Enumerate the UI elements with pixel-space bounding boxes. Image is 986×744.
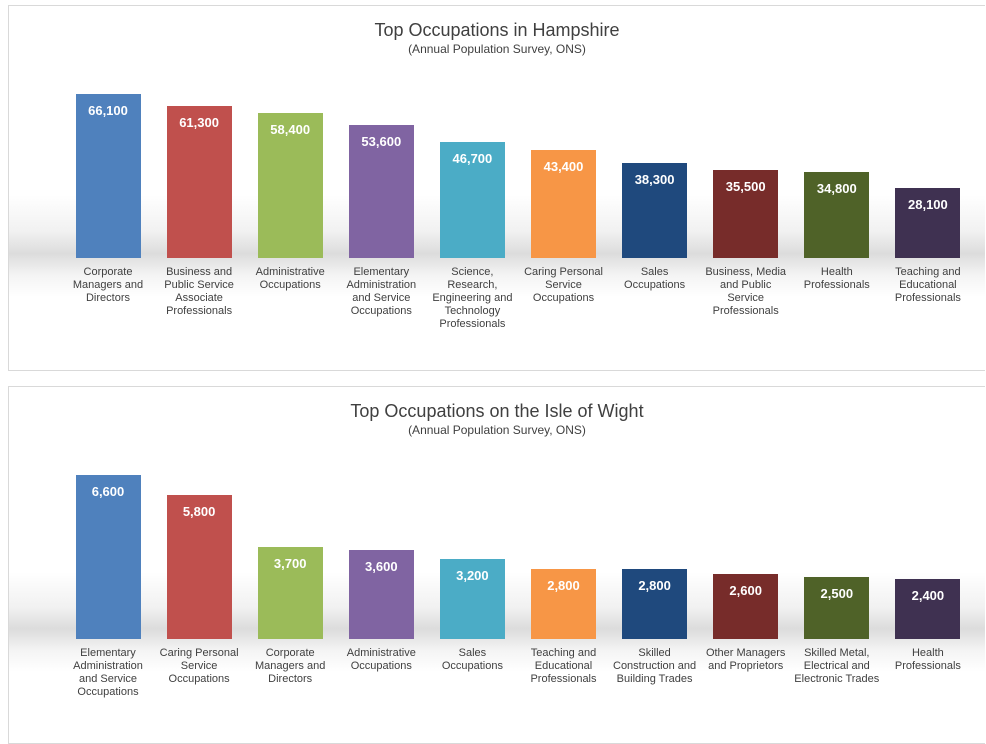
bar	[257, 547, 323, 639]
data-label: 3,200	[456, 568, 489, 584]
bar	[166, 105, 232, 258]
bar	[257, 113, 323, 258]
data-label: 2,400	[911, 588, 945, 604]
bar	[804, 171, 870, 258]
chart-subtitle: (Annual Population Survey, ONS)	[408, 423, 586, 437]
bar	[75, 94, 141, 258]
data-label: 5,800	[182, 503, 216, 519]
x-tick-label: Other Managers and Proprietors	[705, 647, 786, 672]
bar	[439, 142, 505, 258]
chart: Top Occupations in Hampshire (Annual Pop…	[8, 5, 985, 371]
x-tick-label: Business and Public Service Associate Pr…	[164, 266, 234, 317]
x-tick-label: Skilled Construction and Building Trades	[613, 647, 697, 685]
data-label: 46,700	[452, 151, 493, 167]
x-tick-label: Teaching and Educational Professionals	[894, 266, 961, 304]
x-tick-label: Administrative Occupations	[255, 266, 325, 291]
x-tick-label: Health Professionals	[894, 647, 961, 672]
x-tick-label: Corporate Managers and Directors	[255, 647, 326, 685]
data-label: 2,600	[729, 583, 762, 599]
data-label: 53,600	[361, 134, 402, 149]
x-tick-label: Sales Occupations	[441, 647, 503, 672]
data-label: 2,800	[547, 578, 580, 594]
chart-title: Top Occupations in Hampshire	[374, 20, 620, 40]
x-tick-label: Elementary Administration and Service Oc…	[73, 647, 143, 698]
x-tick-label: Business, Media and Public Service Profe…	[705, 266, 787, 317]
x-tick-label: Administrative Occupations	[346, 647, 416, 672]
x-tick-label: Caring Personal Service Occupations	[524, 266, 603, 304]
bar	[622, 569, 688, 639]
data-label: 38,300	[634, 171, 675, 187]
x-tick-label: Teaching and Educational Professionals	[530, 647, 597, 685]
x-tick-label: Sales Occupations	[624, 266, 686, 291]
data-label: 34,800	[816, 180, 857, 196]
data-label: 35,500	[725, 178, 766, 194]
bar	[348, 549, 414, 639]
data-label: 61,300	[179, 114, 219, 130]
data-label: 43,400	[543, 159, 584, 175]
chart: Top Occupations on the Isle of Wight (An…	[8, 386, 985, 744]
bar	[713, 574, 779, 639]
bar	[439, 559, 505, 639]
data-label: 3,700	[273, 556, 307, 572]
data-label: 2,800	[638, 578, 671, 594]
chart-title: Top Occupations on the Isle of Wight	[350, 401, 644, 421]
data-label: 28,100	[908, 197, 948, 213]
bar	[622, 162, 688, 258]
x-tick-label: Corporate Managers and Directors	[72, 266, 144, 304]
chart-subtitle: (Annual Population Survey, ONS)	[408, 42, 586, 56]
x-tick-label: Elementary Administration and Service Oc…	[346, 266, 417, 317]
bar	[531, 150, 596, 258]
x-tick-label: Health Professionals	[803, 266, 870, 291]
data-label: 2,500	[820, 585, 854, 601]
bar	[895, 579, 961, 639]
bar	[713, 169, 779, 258]
data-label: 3,600	[365, 558, 398, 574]
data-label: 58,400	[270, 122, 311, 138]
bar	[895, 188, 961, 258]
x-tick-label: Science, Research, Engineering and Techn…	[432, 266, 513, 330]
data-label: 66,100	[88, 103, 128, 118]
bar	[348, 125, 414, 258]
x-tick-label: Skilled Metal, Electrical and Electronic…	[794, 647, 880, 685]
bar	[531, 569, 596, 639]
bar	[75, 475, 141, 639]
bar	[166, 494, 232, 639]
x-tick-label: Caring Personal Service Occupations	[159, 647, 239, 685]
bar	[804, 576, 870, 639]
data-label: 6,600	[91, 484, 125, 499]
